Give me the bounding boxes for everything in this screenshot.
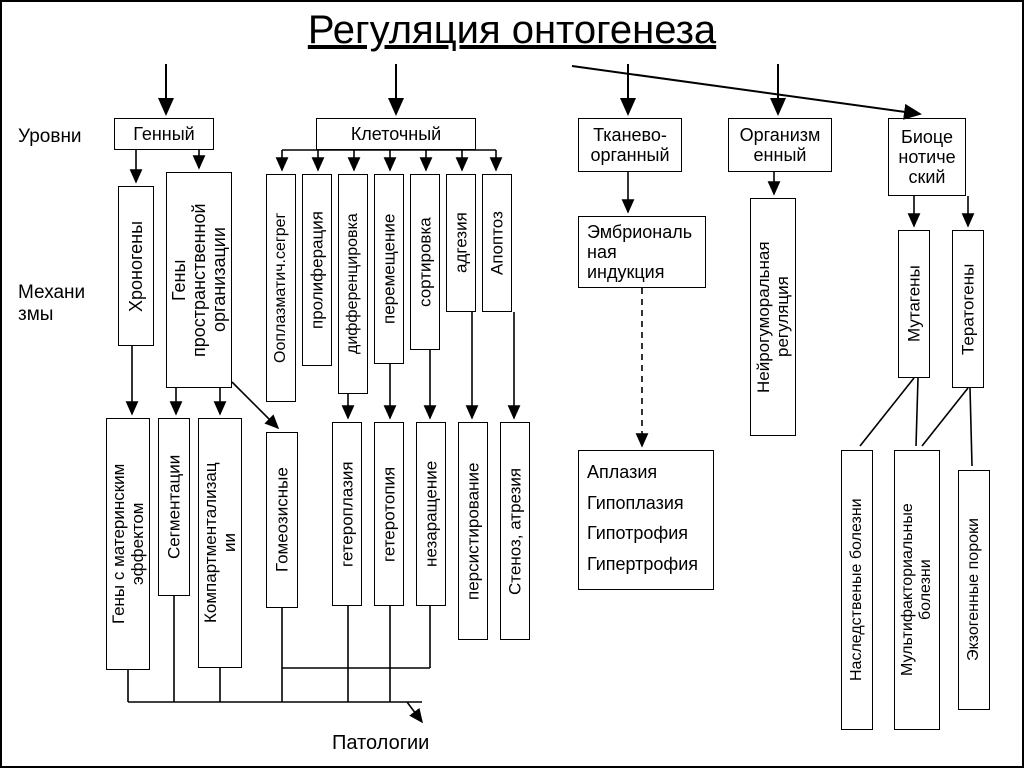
path-nezar: незаращение <box>416 422 446 606</box>
diagram-frame: Регуляция онтогенеза Уровни Механи змы П… <box>0 0 1024 768</box>
sub-homeo: Гомеозисные <box>266 432 298 608</box>
label-mechanisms: Механи змы <box>18 282 85 326</box>
label-pathologies: Патологии <box>332 732 429 755</box>
path-heterotopia: гетеротопия <box>374 422 404 606</box>
label-levels: Уровни <box>18 126 82 148</box>
mech-chrono: Хроногены <box>118 186 154 346</box>
sub-maternal: Гены с материнским эффектом <box>106 418 150 670</box>
mech-diff: дифференцировка <box>338 174 368 394</box>
path-persist: персистирование <box>458 422 488 640</box>
bio-mut: Мутагены <box>898 230 930 378</box>
biopath-multi: Мультифакториальные болезни <box>894 450 940 730</box>
tissue-induction: Эмбриональ ная индукция <box>578 216 706 288</box>
mech-apopt: Апоптоз <box>482 174 512 312</box>
mech-oopl: Ооплазматич.сегрег <box>266 174 296 402</box>
level-organism: Организм енный <box>728 118 832 172</box>
sub-compart: Компартментализац ии <box>198 418 242 668</box>
mech-move: перемещение <box>374 174 404 364</box>
mech-sort: сортировка <box>410 174 440 350</box>
tissue-path: Аплазия Гипоплазия Гипотрофия Гипертрофи… <box>578 450 714 590</box>
level-gene: Генный <box>114 118 214 150</box>
level-cell: Клеточный <box>316 118 476 150</box>
page-title: Регуляция онтогенеза <box>2 8 1022 53</box>
mech-spatial: Гены пространственной организации <box>166 172 232 388</box>
biopath-exo: Экзогенные пороки <box>958 470 990 710</box>
path-stenoz: Стеноз, атрезия <box>500 422 530 640</box>
mech-prolif: пролиферация <box>302 174 332 366</box>
level-bioceno: Биоце нотиче ский <box>888 118 966 196</box>
mech-adh: адгезия <box>446 174 476 312</box>
bio-terat: Тератогены <box>952 230 984 388</box>
sub-segment: Сегментации <box>158 418 190 596</box>
org-neuro: Нейрогуморальная регуляция <box>750 198 796 436</box>
level-tissue: Тканево- органный <box>578 118 682 172</box>
biopath-hered: Наследственые болезни <box>841 450 873 730</box>
path-heteroplasia: гетероплазия <box>332 422 362 606</box>
